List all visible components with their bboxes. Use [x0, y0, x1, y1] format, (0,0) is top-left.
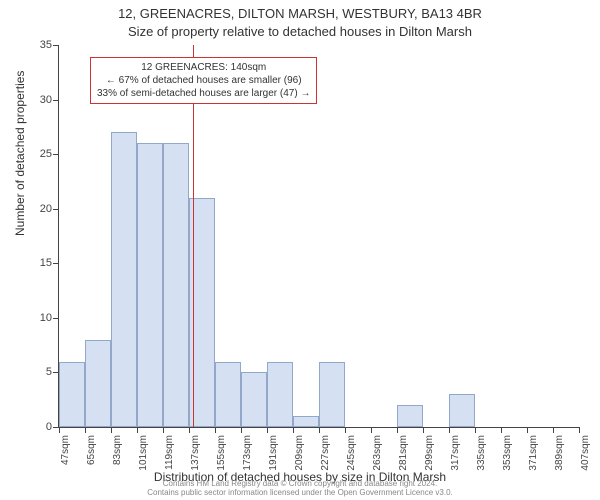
- y-axis-title: Number of detached properties: [13, 71, 27, 236]
- annotation-box: 12 GREENACRES: 140sqm ← 67% of detached …: [90, 57, 317, 104]
- annotation-line3: 33% of semi-detached houses are larger (…: [97, 87, 310, 100]
- title-line2: Size of property relative to detached ho…: [0, 24, 600, 39]
- annotation-line1: 12 GREENACRES: 140sqm: [97, 61, 310, 74]
- annotation-line2: ← 67% of detached houses are smaller (96…: [97, 74, 310, 87]
- y-tick-label: 25: [34, 148, 52, 160]
- footer: Contains HM Land Registry data © Crown c…: [0, 480, 600, 498]
- histogram-bar: [449, 394, 475, 427]
- y-tick-label: 10: [34, 312, 52, 324]
- histogram-bar: [319, 362, 345, 427]
- footer-line2: Contains public sector information licen…: [147, 488, 453, 497]
- histogram-bar: [111, 132, 137, 427]
- histogram-bar: [267, 362, 293, 427]
- chart-container: 12, GREENACRES, DILTON MARSH, WESTBURY, …: [0, 0, 600, 500]
- histogram-bar: [137, 143, 163, 427]
- y-tick-label: 5: [34, 366, 52, 378]
- footer-line1: Contains HM Land Registry data © Crown c…: [163, 479, 438, 488]
- y-tick-label: 30: [34, 94, 52, 106]
- histogram-bar: [215, 362, 241, 427]
- histogram-bar: [397, 405, 423, 427]
- y-tick-label: 20: [34, 203, 52, 215]
- y-tick-label: 35: [34, 39, 52, 51]
- histogram-bar: [59, 362, 85, 427]
- histogram-bar: [85, 340, 111, 427]
- histogram-bar: [163, 143, 189, 427]
- histogram-bar: [241, 372, 267, 427]
- y-tick-label: 15: [34, 257, 52, 269]
- y-tick-label: 0: [34, 421, 52, 433]
- title-line1: 12, GREENACRES, DILTON MARSH, WESTBURY, …: [0, 6, 600, 21]
- histogram-bar: [293, 416, 319, 427]
